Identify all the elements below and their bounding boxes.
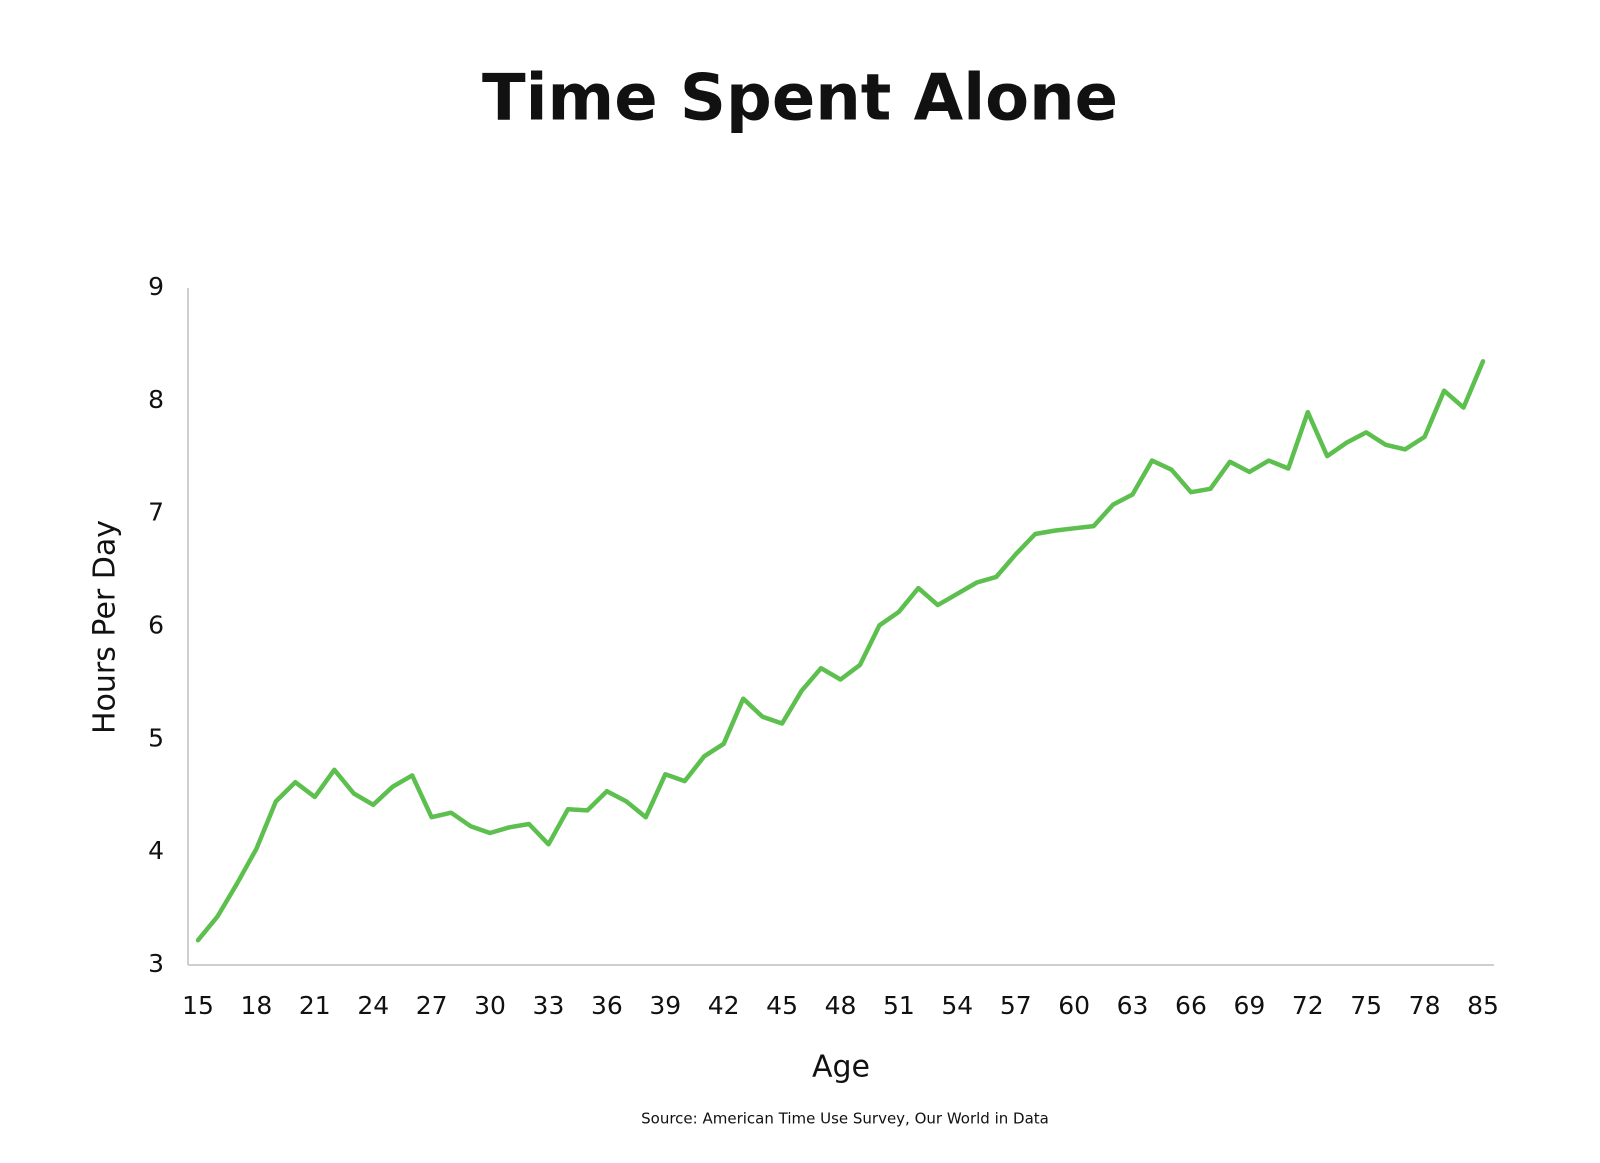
x-tick-label: 85 [1467,991,1499,1020]
x-tick-label: 75 [1350,991,1382,1020]
data-line [195,359,1486,943]
x-tick-label: 72 [1292,991,1324,1020]
source-note: Source: American Time Use Survey, Our Wo… [641,1110,1049,1128]
x-tick-label: 60 [1058,991,1090,1020]
x-tick-label: 21 [299,991,331,1020]
x-tick-label: 42 [708,991,740,1020]
y-tick-label: 4 [148,836,164,865]
y-tick-label: 7 [148,498,164,527]
x-tick-label: 51 [883,991,915,1020]
x-tick-label: 78 [1409,991,1441,1020]
x-tick-label: 69 [1233,991,1265,1020]
y-tick-label: 6 [148,611,164,640]
x-tick-label: 54 [941,991,973,1020]
x-tick-label: 33 [533,991,565,1020]
x-tick-label: 39 [649,991,681,1020]
chart-title: Time Spent Alone [482,62,1118,136]
x-tick-label: 15 [182,991,214,1020]
x-tick-label: 57 [1000,991,1032,1020]
y-tick-label: 9 [148,272,164,301]
y-tick-label: 8 [148,385,164,414]
x-tick-label: 27 [416,991,448,1020]
x-tick-label: 66 [1175,991,1207,1020]
x-tick-label: 18 [241,991,273,1020]
x-tick-label: 24 [357,991,389,1020]
x-tick-label: 45 [766,991,798,1020]
y-axis-label: Hours Per Day [88,520,123,734]
x-tick-label: 30 [474,991,506,1020]
x-tick-label: 48 [825,991,857,1020]
y-tick-label: 5 [148,723,164,752]
x-tick-label: 36 [591,991,623,1020]
y-tick-label: 3 [148,949,164,978]
x-axis-label: Age [812,1050,870,1085]
x-tick-label: 63 [1117,991,1149,1020]
